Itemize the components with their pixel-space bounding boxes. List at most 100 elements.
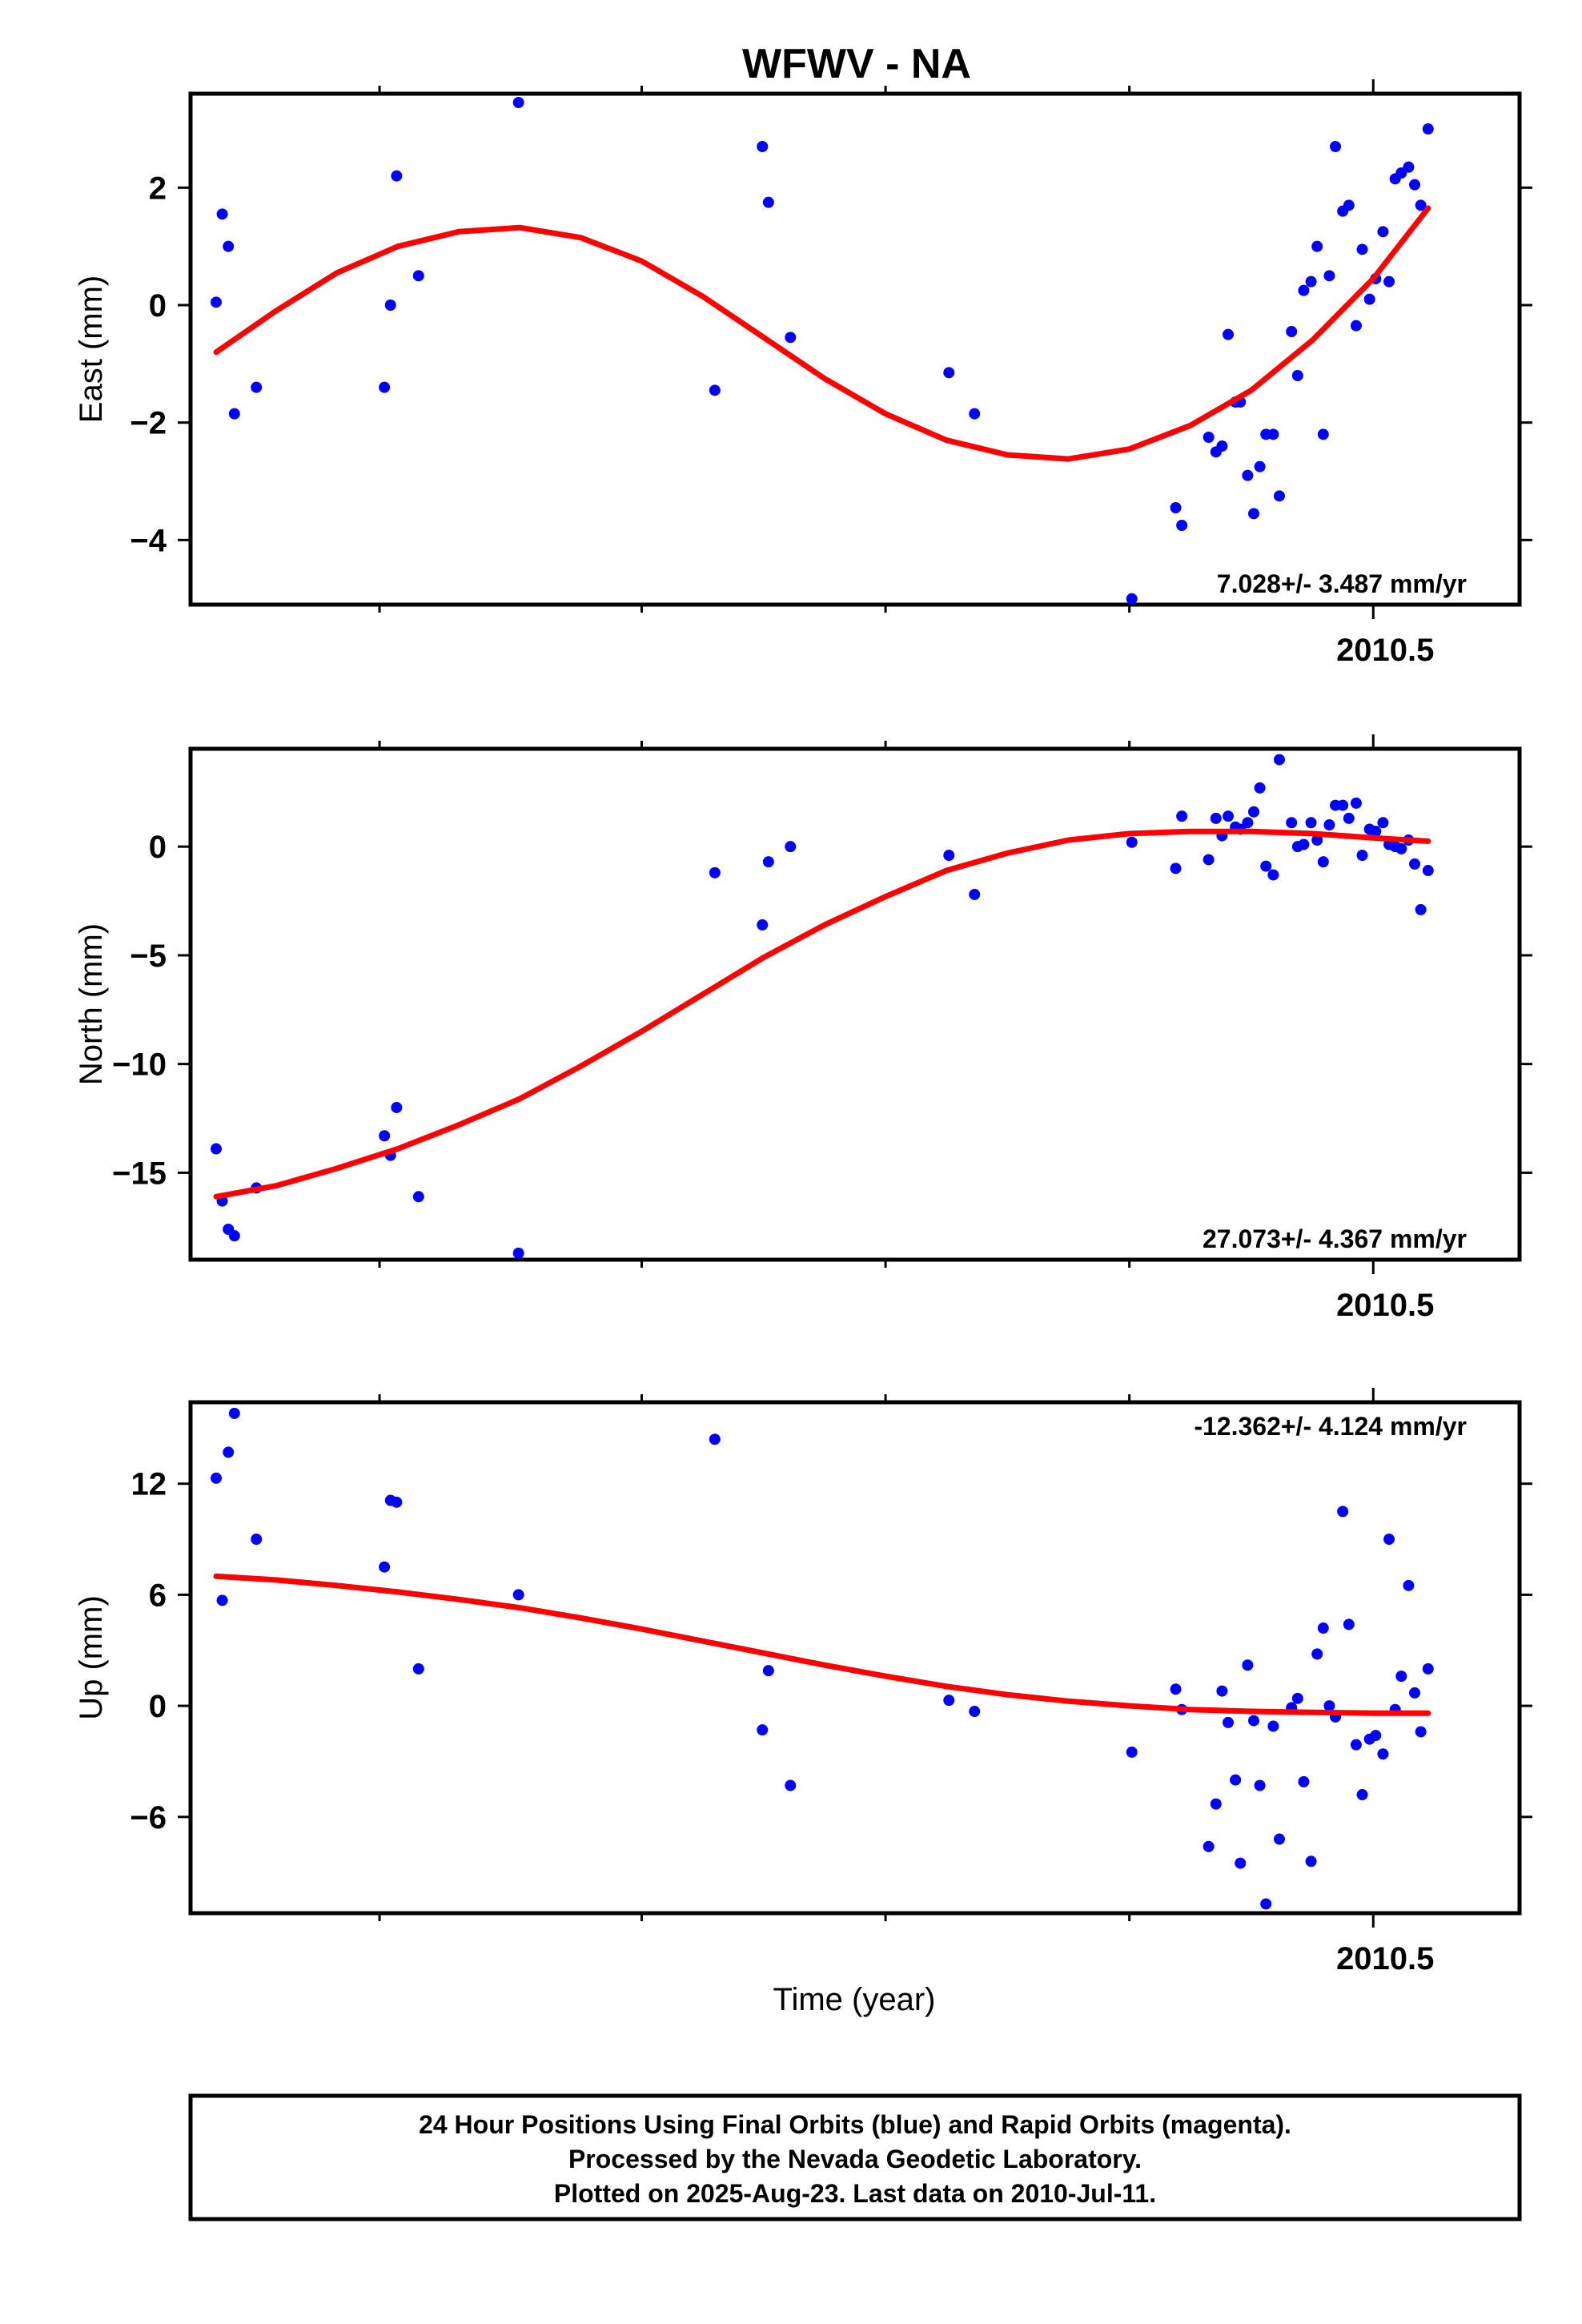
up-data-point <box>1415 1726 1427 1738</box>
north-data-point <box>785 841 797 853</box>
north-data-point <box>1317 856 1329 868</box>
north-plot-frame <box>188 746 1522 1262</box>
east-data-point <box>1305 275 1317 287</box>
east-data-point <box>1356 243 1368 255</box>
up-data-point <box>1260 1898 1272 1910</box>
north-data-point <box>1248 806 1259 818</box>
north-data-point <box>210 1143 222 1155</box>
up-data-point <box>1298 1775 1310 1787</box>
up-data-point <box>1383 1534 1395 1546</box>
east-ytick-label: 2 <box>149 171 167 206</box>
east-data-point <box>1323 270 1335 282</box>
up-ytick-label: 6 <box>149 1578 167 1613</box>
east-rate-label: 7.028+/- 3.487 mm/yr <box>1217 569 1467 598</box>
footer-line-1: 24 Hour Positions Using Final Orbits (bl… <box>419 2110 1291 2139</box>
up-data-point <box>210 1472 222 1484</box>
east-data-point <box>1126 593 1138 605</box>
up-data-point <box>1317 1622 1329 1634</box>
east-data-point <box>1216 440 1228 452</box>
up-data-point <box>1230 1774 1242 1786</box>
up-data-point <box>762 1665 774 1677</box>
up-data-point <box>943 1695 955 1707</box>
north-rate-label: 27.073+/- 4.367 mm/yr <box>1203 1224 1467 1253</box>
up-data-point <box>1337 1506 1349 1518</box>
east-data-point <box>969 408 981 420</box>
north-data-point <box>1242 817 1254 829</box>
east-data-point <box>1223 328 1235 340</box>
up-data-point <box>1395 1671 1407 1683</box>
up-data-point <box>223 1446 235 1458</box>
up-data-point <box>228 1407 240 1419</box>
figure-title: WFWV - NA <box>742 41 971 87</box>
east-data-point <box>1291 370 1303 381</box>
north-data-point <box>757 919 769 931</box>
up-data-point <box>1403 1579 1415 1591</box>
north-data-point <box>1267 869 1279 881</box>
east-data-point <box>1350 320 1362 332</box>
north-data-point <box>391 1101 403 1113</box>
north-data-point <box>228 1230 240 1242</box>
north-data-point <box>1254 782 1266 794</box>
north-data-point <box>1356 850 1368 862</box>
north-ytick-label: −10 <box>112 1047 167 1083</box>
up-data-point <box>1350 1739 1362 1751</box>
up-data-point <box>1248 1715 1259 1727</box>
up-data-point <box>1235 1857 1247 1869</box>
up-fit-curve <box>213 1573 1431 1716</box>
up-data-point <box>1377 1748 1389 1760</box>
east-y-axis-label: East (mm) <box>74 275 109 423</box>
north-data-point <box>969 888 981 900</box>
north-data-point <box>1176 810 1188 822</box>
east-data-point <box>1248 508 1259 520</box>
north-ytick-label: −5 <box>130 939 167 974</box>
north-data-point <box>1337 799 1349 811</box>
north-data-point <box>1305 817 1317 829</box>
north-data-point <box>412 1191 424 1203</box>
up-data-point <box>1323 1700 1335 1712</box>
east-data-point <box>1330 141 1342 152</box>
east-data-point <box>1403 161 1415 173</box>
up-panel: 12 6 0 −6 2010.5 Up (mm) -12.362+/- 4.124 mm/y… <box>74 1388 1532 1976</box>
up-data-point <box>512 1589 524 1601</box>
east-data-point <box>1176 520 1188 531</box>
up-y-axis-label: Up (mm) <box>74 1595 109 1720</box>
up-data-point <box>1291 1692 1303 1704</box>
east-data-point <box>1254 460 1266 472</box>
east-data-point <box>1343 199 1355 211</box>
east-data-point <box>1415 199 1427 211</box>
up-data-point <box>1210 1798 1222 1810</box>
up-ytick-label: 0 <box>149 1689 167 1724</box>
east-data-point <box>785 332 797 344</box>
north-data-point <box>1203 854 1215 866</box>
north-data-point <box>512 1247 524 1259</box>
north-data-point <box>1273 754 1285 766</box>
up-data-point <box>1203 1840 1215 1852</box>
up-data-point <box>412 1663 424 1675</box>
east-data-point <box>1377 226 1389 238</box>
north-data-point <box>943 850 955 862</box>
north-data-point <box>1395 842 1407 854</box>
up-data-point <box>1242 1659 1254 1671</box>
up-data-point <box>709 1433 721 1445</box>
east-ytick-label: −4 <box>130 523 167 558</box>
footer-line-2: Processed by the Nevada Geodetic Laborat… <box>568 2145 1142 2173</box>
up-data-point <box>1305 1856 1317 1868</box>
up-ytick-label: 12 <box>131 1467 167 1502</box>
footer-line-3: Plotted on 2025-Aug-23. Last data on 201… <box>554 2179 1156 2208</box>
east-data-point <box>1383 275 1395 287</box>
east-data-point <box>943 367 955 379</box>
east-plot-frame <box>188 91 1522 607</box>
north-data-point <box>1260 860 1272 872</box>
north-data-point <box>1377 817 1389 829</box>
east-data-point <box>1317 428 1329 440</box>
north-data-point <box>1170 862 1182 875</box>
up-data-point <box>1370 1730 1382 1742</box>
north-data-point <box>1311 834 1323 846</box>
up-data-point <box>1422 1663 1434 1675</box>
east-data-point <box>1363 293 1375 305</box>
up-data-point <box>785 1779 797 1791</box>
east-data-point <box>210 296 222 308</box>
north-data-point <box>762 856 774 868</box>
east-data-point <box>379 381 391 393</box>
up-data-point <box>1254 1779 1266 1791</box>
